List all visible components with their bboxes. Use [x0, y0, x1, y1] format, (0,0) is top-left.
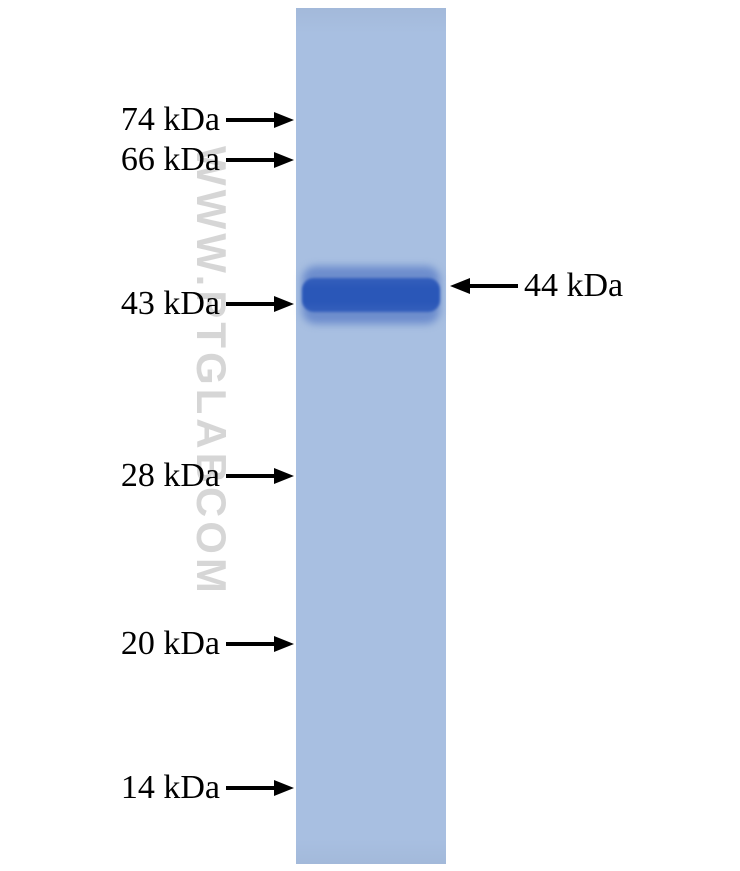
- marker-label: 20 kDa: [6, 625, 220, 663]
- arrow-right-icon: [226, 636, 294, 652]
- arrow-right-icon: [226, 112, 294, 128]
- marker-label: 43 kDa: [6, 285, 220, 323]
- marker-14kda: 14 kDa: [6, 769, 294, 807]
- arrow-right-icon: [226, 152, 294, 168]
- marker-label: 44 kDa: [524, 267, 623, 305]
- marker-28kda: 28 kDa: [6, 457, 294, 495]
- marker-74kda: 74 kDa: [6, 101, 294, 139]
- watermark-text: WWW.PTGLABCOM: [187, 146, 235, 597]
- figure-canvas: WWW.PTGLABCOM 74 kDa 66 kDa 43 kDa 28 kD…: [0, 0, 740, 871]
- arrow-right-icon: [226, 780, 294, 796]
- marker-66kda: 66 kDa: [6, 141, 294, 179]
- marker-label: 66 kDa: [6, 141, 220, 179]
- gel-lane: [296, 8, 446, 864]
- arrow-left-icon: [450, 278, 518, 294]
- marker-20kda: 20 kDa: [6, 625, 294, 663]
- marker-label: 74 kDa: [6, 101, 220, 139]
- arrow-right-icon: [226, 296, 294, 312]
- protein-band: [296, 278, 446, 312]
- gel-lane-fill: [296, 8, 446, 864]
- band-label-44kda: 44 kDa: [450, 267, 718, 305]
- marker-43kda: 43 kDa: [6, 285, 294, 323]
- marker-label: 14 kDa: [6, 769, 220, 807]
- protein-band-core: [302, 278, 440, 312]
- arrow-right-icon: [226, 468, 294, 484]
- marker-label: 28 kDa: [6, 457, 220, 495]
